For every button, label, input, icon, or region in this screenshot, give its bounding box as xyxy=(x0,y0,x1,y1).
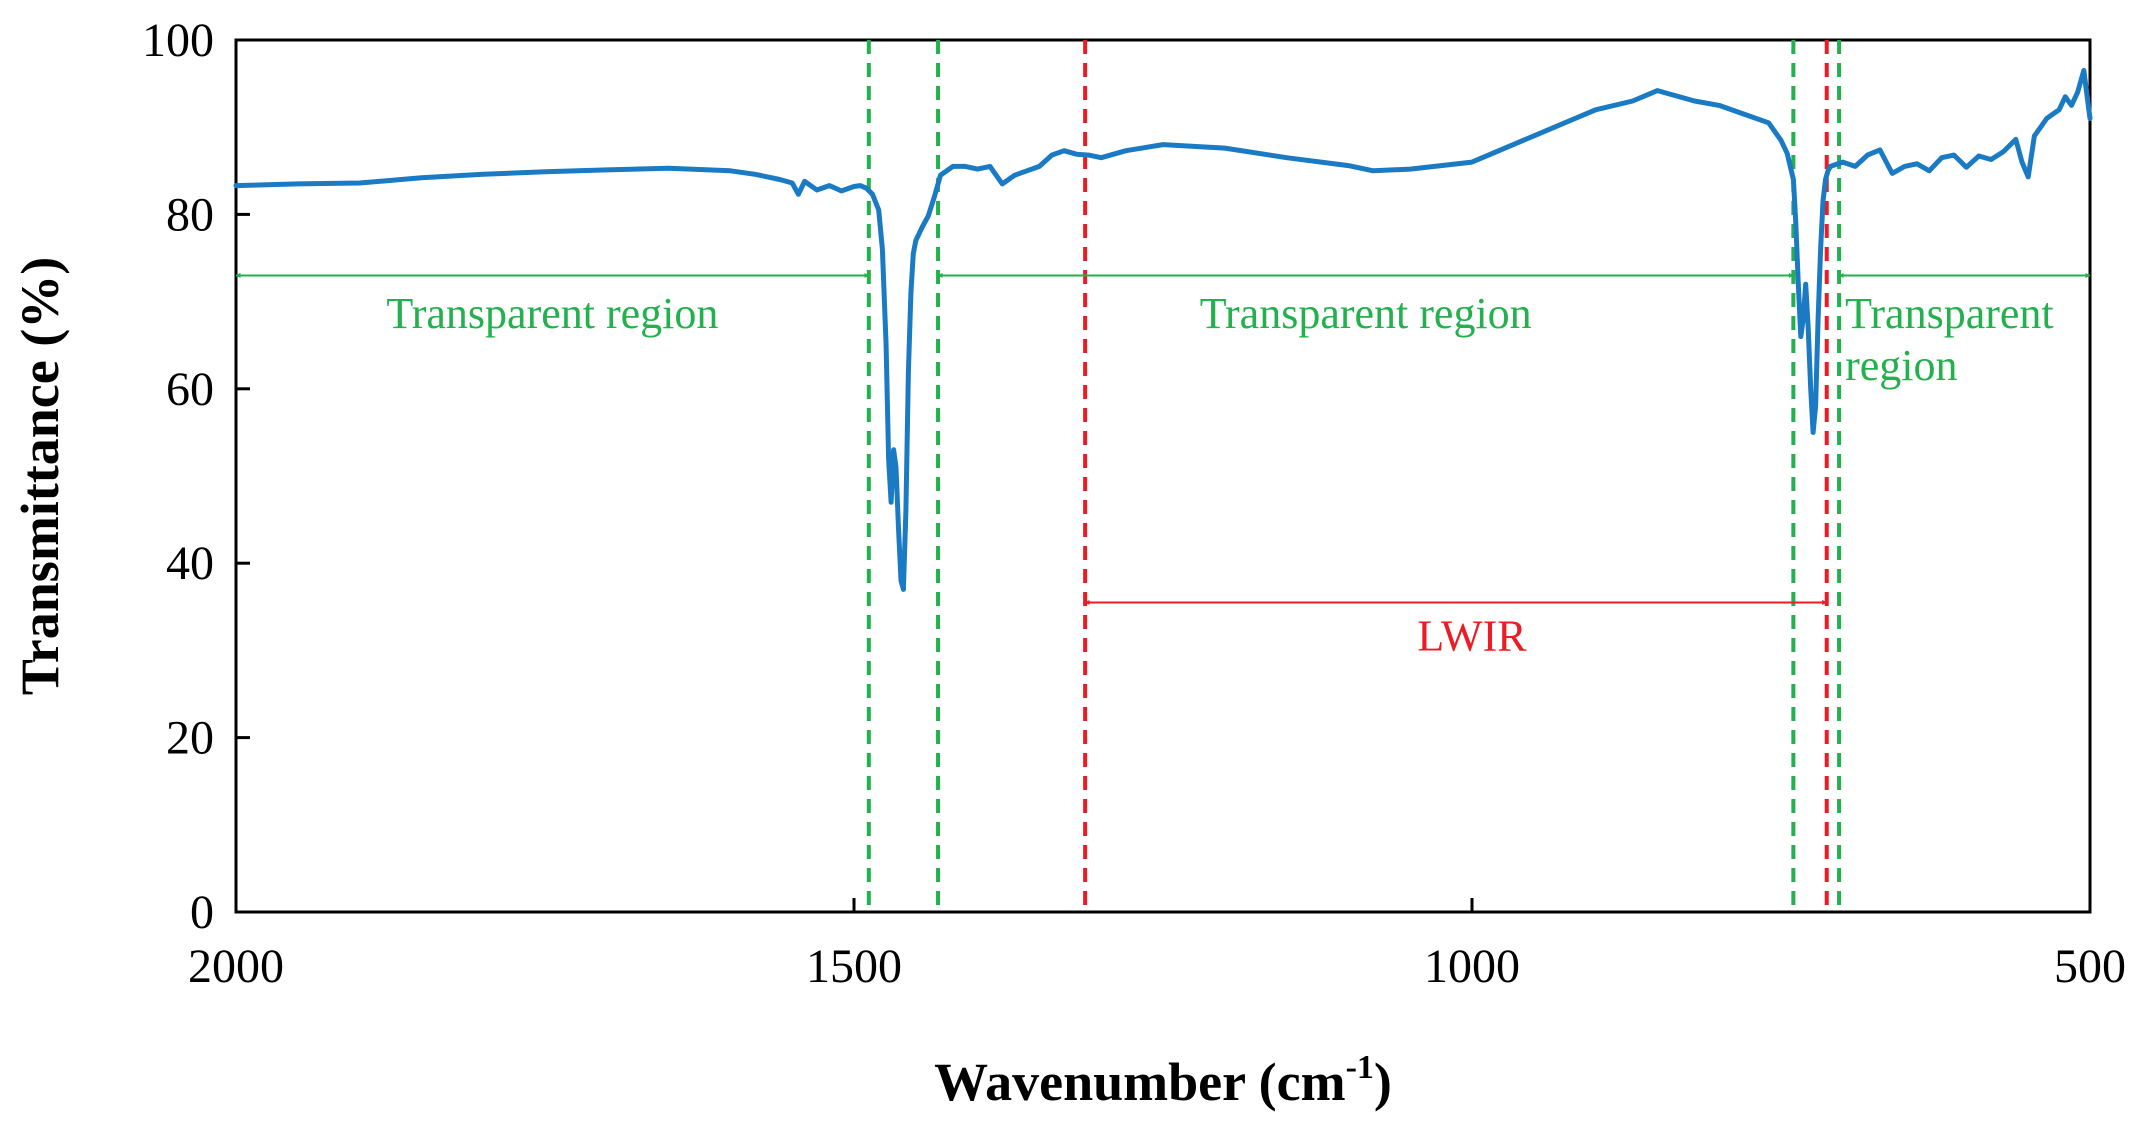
x-tick-label: 1000 xyxy=(1424,940,1520,993)
x-tick-label: 2000 xyxy=(188,940,284,993)
y-axis-title: Transmittance (%) xyxy=(10,257,70,695)
y-axis-ticks: 0 20 40 60 80 100 xyxy=(142,14,250,939)
x-axis-ticks: 2000 1500 1000 500 xyxy=(188,898,2126,993)
x-axis-title: Wavenumber (cm-1) xyxy=(934,1049,1392,1112)
y-tick-label: 100 xyxy=(142,14,214,67)
y-tick-label: 0 xyxy=(190,886,214,939)
transmittance-series-line xyxy=(233,68,2093,592)
reference-lines xyxy=(866,40,1842,912)
series-layer xyxy=(233,68,2093,592)
transparent-region-label: Transparent xyxy=(1845,289,2054,338)
lwir-region-label: LWIR xyxy=(1417,611,1527,660)
annotations-layer: Transparent region Transparent region Tran… xyxy=(235,272,2091,660)
transparent-region-label: Transparent region xyxy=(386,289,718,338)
plot-area xyxy=(234,38,2092,914)
x-tick-label: 1500 xyxy=(806,940,902,993)
y-tick-label: 20 xyxy=(166,712,214,765)
y-tick-label: 60 xyxy=(166,363,214,416)
x-axis-title-superscript: -1 xyxy=(1346,1049,1374,1086)
y-tick-label: 40 xyxy=(166,537,214,590)
x-tick-label: 500 xyxy=(2054,940,2126,993)
y-tick-label: 80 xyxy=(166,188,214,241)
transparent-region-label-line2: region xyxy=(1845,341,1957,390)
transparent-region-label: Transparent region xyxy=(1200,289,1532,338)
